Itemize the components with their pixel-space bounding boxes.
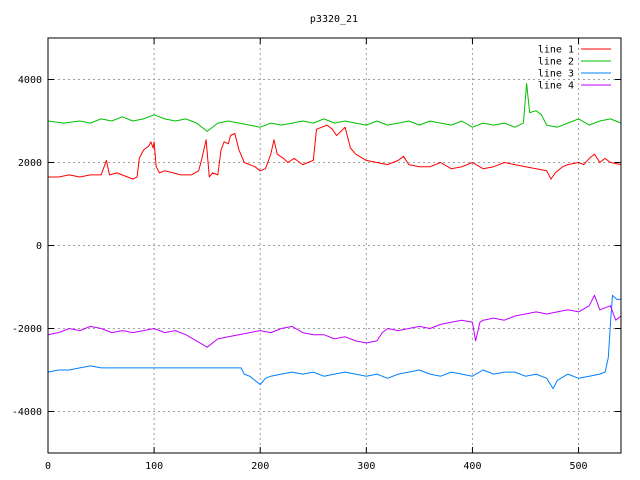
x-tick-label: 200 [251,461,269,472]
y-tick-label: 0 [36,241,42,252]
x-tick-label: 300 [357,461,375,472]
series-line-2 [47,83,622,132]
y-tick-label: 2000 [18,158,42,169]
series-line-4 [47,294,622,348]
y-tick-label: -4000 [12,407,42,418]
plot-frame [47,37,622,454]
legend-label: line 4 [538,81,574,92]
y-tick-label: -2000 [12,324,42,335]
axes: 0 100 200 300 400 500 -4000 -2000 0 2000 4000 [12,38,621,472]
series-lines [47,83,622,390]
x-tick-label: 100 [145,461,163,472]
legend-label: line 1 [538,45,574,56]
series-line-3 [47,294,621,390]
grid [48,38,621,453]
x-tick-label: 500 [570,461,588,472]
x-tick-label: 400 [463,461,481,472]
legend-label: line 3 [538,69,574,80]
legend-label: line 2 [538,57,574,68]
y-tick-label: 4000 [18,75,42,86]
chart-title: p3320_21 [310,14,358,25]
x-tick-label: 0 [45,461,51,472]
series-line-1 [48,124,622,180]
